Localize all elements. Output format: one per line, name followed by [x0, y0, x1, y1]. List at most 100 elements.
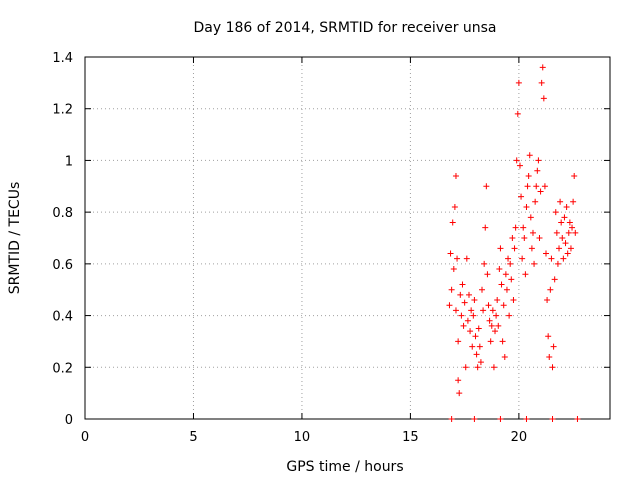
data-point-marker	[509, 235, 516, 241]
data-point-marker	[479, 286, 486, 293]
data-point-marker	[572, 229, 579, 236]
data-point-marker	[502, 271, 509, 278]
y-tick-label: 1	[65, 154, 73, 169]
data-point-marker	[471, 297, 478, 304]
data-point-marker	[552, 209, 559, 216]
data-point-marker	[475, 325, 482, 332]
data-point-marker	[510, 297, 517, 304]
data-point-marker	[451, 203, 458, 210]
data-point-marker	[551, 276, 558, 283]
data-point-marker	[501, 353, 508, 360]
data-point-marker	[463, 255, 470, 262]
data-point-marker	[482, 224, 489, 231]
data-point-marker	[472, 333, 479, 340]
data-point-marker	[499, 338, 506, 345]
axis-ticks: 0 0.2 0.4 0.6 0.8 1 1.2 1.4 0 5 10 15 20	[52, 51, 610, 445]
data-point-marker	[488, 322, 495, 329]
data-point-marker	[523, 416, 530, 422]
data-point-marker	[521, 235, 528, 241]
data-point-marker	[473, 351, 480, 358]
data-point-marker	[476, 343, 483, 350]
data-point-marker	[569, 224, 576, 231]
data-point-marker	[543, 250, 550, 257]
x-tick-label: 20	[511, 430, 528, 445]
data-point-marker	[524, 183, 531, 190]
data-point-marker	[541, 183, 548, 190]
data-point-marker	[550, 343, 557, 350]
data-point-marker	[564, 250, 571, 257]
data-point-marker	[455, 377, 462, 384]
data-point-marker	[446, 302, 453, 309]
data-point-marker	[495, 322, 502, 329]
data-point-marker	[539, 64, 546, 71]
data-point-marker	[467, 328, 474, 335]
data-point-marker	[533, 183, 540, 190]
y-tick-label: 0.2	[52, 361, 73, 376]
data-point-marker	[536, 235, 543, 241]
data-point-marker	[485, 302, 492, 309]
data-point-marker	[461, 299, 468, 306]
data-point-marker	[523, 203, 530, 210]
data-point-marker	[574, 416, 581, 422]
data-point-marker	[452, 307, 459, 314]
data-point-marker	[567, 245, 574, 252]
data-point-marker	[456, 390, 463, 397]
data-point-marker	[529, 229, 536, 236]
data-point-marker	[557, 198, 564, 205]
data-point-marker	[493, 312, 500, 319]
data-point-marker	[470, 312, 477, 319]
data-point-marker	[512, 224, 519, 231]
y-tick-label: 0.4	[52, 310, 73, 325]
data-point-marker	[571, 172, 578, 179]
data-point-marker	[525, 172, 532, 179]
data-point-marker	[540, 95, 547, 102]
data-point-marker	[563, 203, 570, 210]
data-point-marker	[448, 416, 455, 422]
data-point-marker	[516, 162, 523, 169]
x-axis-label: GPS time / hours	[286, 459, 403, 475]
data-point-marker	[570, 198, 577, 205]
data-point-marker	[515, 79, 522, 86]
y-tick-label: 0.6	[52, 258, 73, 273]
plot-frame	[84, 56, 611, 420]
data-point-marker	[486, 317, 493, 324]
data-point-marker	[471, 416, 478, 422]
y-tick-label: 1.2	[52, 103, 73, 118]
grid-lines	[85, 57, 610, 419]
data-points	[446, 64, 581, 422]
y-axis-label: SRMTID / TECUs	[7, 182, 23, 295]
data-point-marker	[565, 229, 572, 236]
data-point-marker	[483, 183, 490, 190]
data-point-marker	[562, 240, 569, 247]
data-point-marker	[464, 317, 471, 324]
x-tick-label: 10	[294, 430, 311, 445]
data-point-marker	[465, 291, 472, 298]
data-point-marker	[505, 255, 512, 262]
x-tick-label: 5	[189, 430, 197, 445]
data-point-marker	[484, 271, 491, 278]
data-point-marker	[561, 214, 568, 221]
data-point-marker	[534, 167, 541, 174]
data-point-marker	[553, 229, 560, 236]
data-point-marker	[497, 245, 504, 252]
data-point-marker	[459, 281, 466, 288]
data-point-marker	[526, 152, 533, 159]
data-point-marker	[458, 312, 465, 319]
data-point-marker	[518, 193, 525, 200]
data-point-marker	[468, 307, 475, 314]
data-point-marker	[511, 245, 518, 252]
data-point-marker	[559, 235, 566, 241]
data-point-marker	[503, 286, 510, 293]
x-tick-label: 0	[81, 430, 89, 445]
data-point-marker	[506, 312, 513, 319]
data-point-marker	[452, 172, 459, 179]
data-point-marker	[547, 286, 554, 293]
data-point-marker	[454, 255, 461, 262]
data-point-marker	[520, 224, 527, 231]
data-point-marker	[535, 157, 542, 164]
data-point-marker	[492, 328, 499, 335]
data-point-marker	[480, 307, 487, 314]
data-point-marker	[527, 214, 534, 221]
data-point-marker	[494, 297, 501, 304]
